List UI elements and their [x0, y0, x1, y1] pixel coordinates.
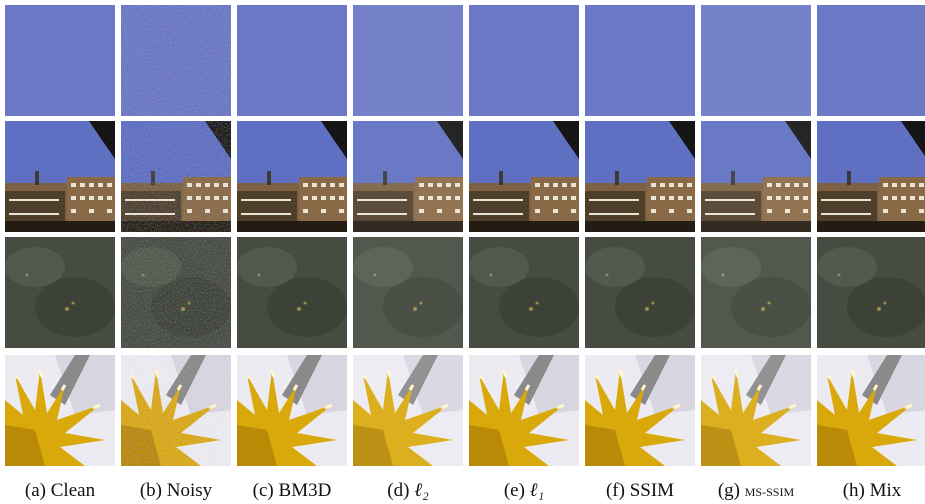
caption-text: BM3D [279, 480, 332, 501]
image-tile [469, 121, 579, 232]
image [121, 237, 231, 348]
caption: (h) Mix [843, 480, 902, 501]
image [353, 237, 463, 348]
caption-text: Mix [870, 480, 902, 501]
image [237, 355, 347, 466]
image [585, 121, 695, 232]
image-tile [121, 355, 231, 466]
image-tile [121, 5, 231, 116]
image-tile [469, 355, 579, 466]
image [817, 5, 925, 116]
image-tile [469, 237, 579, 348]
image-tile [5, 355, 115, 466]
caption-label: (a) [25, 480, 46, 501]
image [5, 121, 115, 232]
image [353, 5, 463, 116]
image [817, 355, 925, 466]
image [469, 237, 579, 348]
image [353, 121, 463, 232]
caption-text: MS-SSIM [745, 485, 795, 499]
image [585, 5, 695, 116]
image-tile [585, 121, 695, 232]
image [121, 355, 231, 466]
image-tile [701, 355, 811, 466]
image-tile [701, 237, 811, 348]
image-tile [353, 237, 463, 348]
caption-text: Clean [51, 480, 96, 501]
caption-text: ℓ₁ [530, 480, 545, 501]
image-tile [585, 237, 695, 348]
image-grid [5, 5, 925, 466]
caption: (b) Noisy [140, 480, 213, 501]
image [5, 355, 115, 466]
image-tile [237, 237, 347, 348]
image [121, 121, 231, 232]
caption: (e) ℓ₁ [504, 480, 544, 501]
image-tile [585, 355, 695, 466]
image-tile [701, 121, 811, 232]
image-tile [701, 5, 811, 116]
caption-label: (f) [606, 480, 625, 501]
image [121, 5, 231, 116]
image [237, 121, 347, 232]
caption: (d) ℓ₂ [387, 480, 429, 501]
caption: (a) Clean [25, 480, 96, 501]
image-tile [353, 121, 463, 232]
caption: (g) MS-SSIM [718, 480, 795, 501]
image-tile [5, 237, 115, 348]
caption-text: ℓ₂ [414, 480, 429, 501]
image [585, 237, 695, 348]
image-tile [353, 5, 463, 116]
image [701, 5, 811, 116]
image-tile [5, 121, 115, 232]
caption-label: (h) [843, 480, 865, 501]
image-tile [353, 355, 463, 466]
image-tile [121, 121, 231, 232]
image [237, 237, 347, 348]
image [353, 355, 463, 466]
image-tile [237, 5, 347, 116]
image [701, 355, 811, 466]
image-tile [237, 355, 347, 466]
caption-label: (e) [504, 480, 525, 501]
image-tile [585, 5, 695, 116]
caption-label: (b) [140, 480, 162, 501]
image-tile [5, 5, 115, 116]
image [5, 237, 115, 348]
image-tile [237, 121, 347, 232]
caption: (f) SSIM [606, 480, 674, 501]
image [237, 5, 347, 116]
caption-text: Noisy [167, 480, 213, 501]
image [469, 355, 579, 466]
caption-label: (c) [253, 480, 274, 501]
caption-label: (g) [718, 480, 740, 501]
captions: (a) Clean (b) Noisy (c) BM3D (d) ℓ₂ (e) ℓ₁ (f… [25, 480, 902, 501]
image-tile [817, 237, 925, 348]
image [469, 5, 579, 116]
image [701, 121, 811, 232]
image [817, 237, 925, 348]
image [469, 121, 579, 232]
image-tile [121, 237, 231, 348]
caption: (c) BM3D [253, 480, 332, 501]
image [701, 237, 811, 348]
image [817, 121, 925, 232]
image [5, 5, 115, 116]
image-tile [817, 5, 925, 116]
caption-label: (d) [387, 480, 409, 501]
image-tile [817, 355, 925, 466]
image [585, 355, 695, 466]
image-tile [469, 5, 579, 116]
image-tile [817, 121, 925, 232]
caption-text: SSIM [630, 480, 674, 501]
